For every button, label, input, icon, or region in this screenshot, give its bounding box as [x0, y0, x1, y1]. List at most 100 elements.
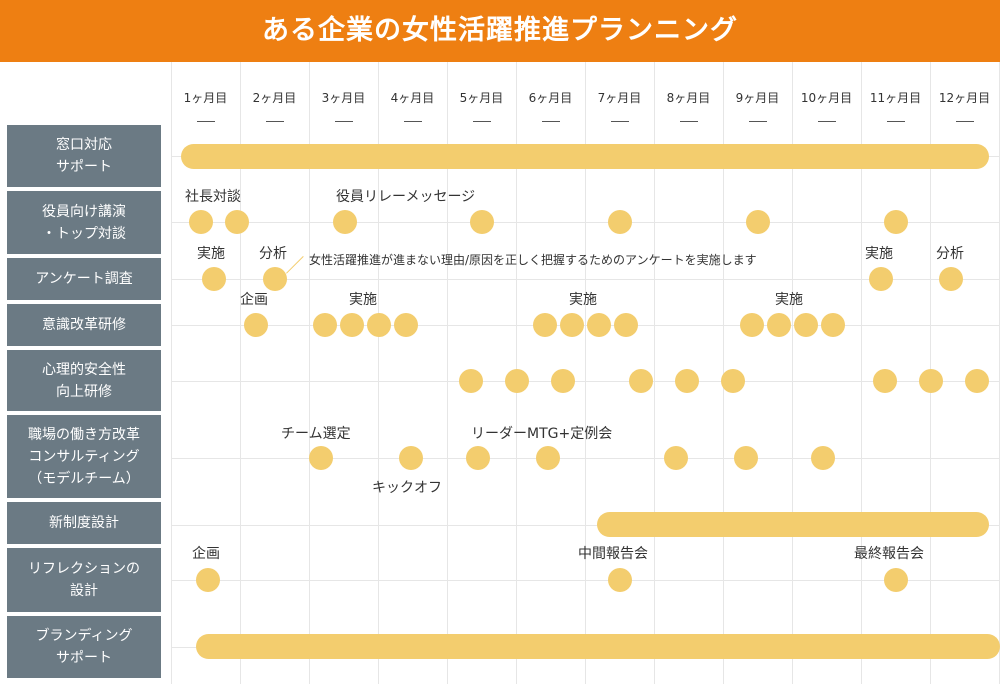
grid-hline	[172, 325, 1000, 326]
label-training-kikaku: 企画	[240, 292, 268, 308]
marker-dot	[196, 568, 220, 592]
marker-dot	[794, 313, 818, 337]
marker-dot	[244, 313, 268, 337]
marker-dot	[313, 313, 337, 337]
grid-vline	[792, 62, 793, 684]
month-label: 4ヶ月目	[390, 91, 435, 105]
row-label-yakuin: 役員向け講演 ・トップ対談	[7, 191, 161, 254]
marker-dot	[505, 369, 529, 393]
grid-vline	[171, 62, 172, 684]
survey-note: 女性活躍推進が進まない理由/原因を正しく把握するためのアンケートを実施します	[309, 253, 757, 267]
marker-dot	[740, 313, 764, 337]
marker-dot	[746, 210, 770, 234]
label-yakuin-relay: 役員リレーメッセージ	[336, 189, 476, 205]
label-chukan: 中間報告会	[578, 546, 648, 562]
month-label: 8ヶ月目	[666, 91, 711, 105]
marker-dot	[560, 313, 584, 337]
month-dash	[680, 121, 698, 122]
note-connector	[286, 256, 304, 274]
marker-dot	[884, 568, 908, 592]
marker-dot	[551, 369, 575, 393]
month-label: 2ヶ月目	[252, 91, 297, 105]
label-refl-kikaku: 企画	[192, 546, 220, 562]
label-survey-jisshi: 実施	[865, 246, 893, 262]
month-label: 10ヶ月目	[800, 91, 853, 105]
grid-vline	[654, 62, 655, 684]
month-dash	[335, 121, 353, 122]
marker-dot	[873, 369, 897, 393]
grid-hline	[172, 580, 1000, 581]
month-dash	[611, 121, 629, 122]
month-label: 7ヶ月目	[597, 91, 642, 105]
row-label-seido: 新制度設計	[7, 502, 161, 544]
label-training-jisshi: 実施	[775, 292, 803, 308]
label-team-sentei: チーム選定	[281, 426, 351, 442]
bar-branding	[196, 634, 1000, 659]
month-dash	[818, 121, 836, 122]
marker-dot	[811, 446, 835, 470]
grid-hline	[172, 458, 1000, 459]
marker-dot	[189, 210, 213, 234]
page-title: ある企業の女性活躍推進プランニング	[0, 0, 1000, 62]
marker-dot	[470, 210, 494, 234]
label-survey-jisshi: 実施	[197, 246, 225, 262]
marker-dot	[333, 210, 357, 234]
month-label: 1ヶ月目	[183, 91, 228, 105]
month-dash	[956, 121, 974, 122]
marker-dot	[767, 313, 791, 337]
marker-dot	[608, 210, 632, 234]
bar-madoguchi	[181, 144, 989, 169]
label-saishu: 最終報告会	[854, 546, 924, 562]
label-survey-bunseki: 分析	[936, 246, 964, 262]
month-label: 12ヶ月目	[938, 91, 991, 105]
marker-dot	[536, 446, 560, 470]
grid-vline	[447, 62, 448, 684]
marker-dot	[225, 210, 249, 234]
row-label-branding: ブランディング サポート	[7, 616, 161, 678]
grid-hline	[172, 222, 1000, 223]
marker-dot	[614, 313, 638, 337]
grid-hline	[172, 381, 1000, 382]
grid-hline	[172, 525, 1000, 526]
month-label: 9ヶ月目	[735, 91, 780, 105]
marker-dot	[587, 313, 611, 337]
marker-dot	[466, 446, 490, 470]
grid-vline	[378, 62, 379, 684]
month-label: 3ヶ月目	[321, 91, 366, 105]
label-kickoff: キックオフ	[372, 480, 442, 496]
grid-vline	[309, 62, 310, 684]
row-label-survey: アンケート調査	[7, 258, 161, 300]
marker-dot	[367, 313, 391, 337]
marker-dot	[869, 267, 893, 291]
marker-dot	[533, 313, 557, 337]
marker-dot	[939, 267, 963, 291]
month-dash	[542, 121, 560, 122]
label-training-jisshi: 実施	[569, 292, 597, 308]
marker-dot	[309, 446, 333, 470]
month-label: 11ヶ月目	[869, 91, 922, 105]
grid-vline	[861, 62, 862, 684]
month-dash	[197, 121, 215, 122]
marker-dot	[340, 313, 364, 337]
month-dash	[266, 121, 284, 122]
marker-dot	[734, 446, 758, 470]
month-dash	[404, 121, 422, 122]
label-shacho-taidan: 社長対談	[185, 189, 241, 205]
marker-dot	[459, 369, 483, 393]
marker-dot	[399, 446, 423, 470]
month-dash	[887, 121, 905, 122]
month-dash	[749, 121, 767, 122]
grid-vline	[240, 62, 241, 684]
row-label-reflection: リフレクションの 設計	[7, 548, 161, 612]
marker-dot	[675, 369, 699, 393]
row-label-ishiki: 意識改革研修	[7, 304, 161, 346]
month-label: 6ヶ月目	[528, 91, 573, 105]
grid-hline	[172, 279, 1000, 280]
marker-dot	[721, 369, 745, 393]
marker-dot	[821, 313, 845, 337]
marker-dot	[263, 267, 287, 291]
row-label-madoguchi: 窓口対応 サポート	[7, 125, 161, 187]
marker-dot	[664, 446, 688, 470]
marker-dot	[202, 267, 226, 291]
marker-dot	[919, 369, 943, 393]
